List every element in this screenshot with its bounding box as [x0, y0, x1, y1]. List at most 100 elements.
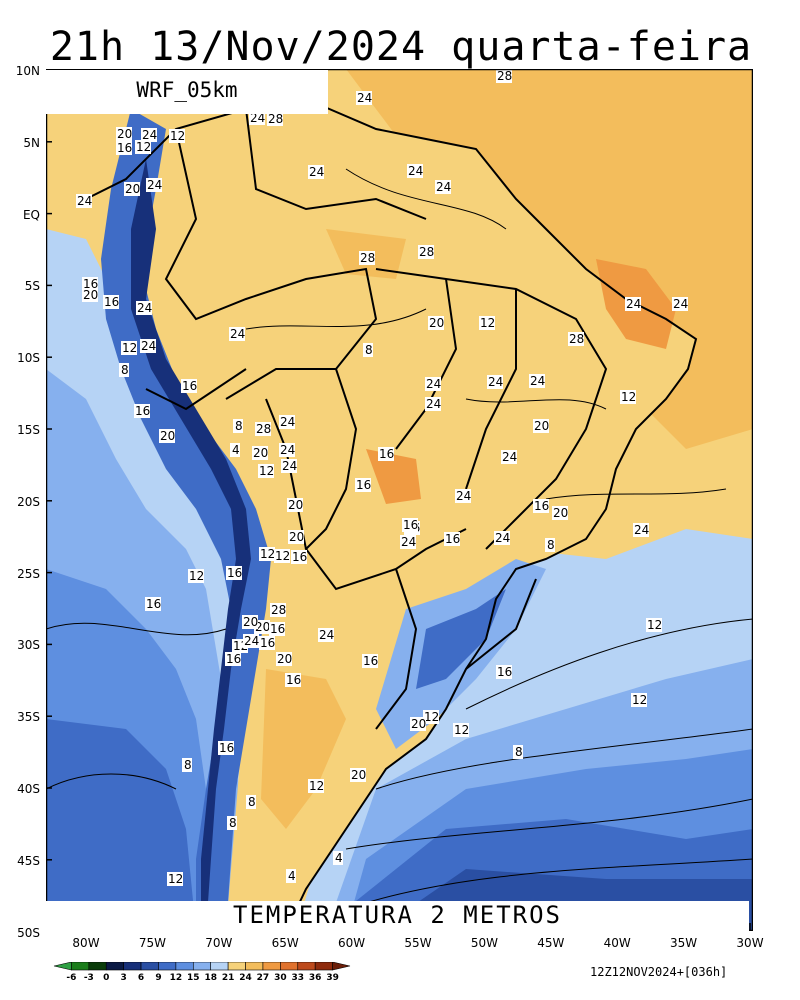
lat-tick: 40S: [17, 782, 40, 796]
contour-value-text: 16: [363, 654, 378, 668]
contour-value-text: 24: [77, 194, 92, 208]
contour-value-label: 24: [146, 178, 162, 192]
contour-value-label: 8: [246, 795, 256, 809]
contour-value-text: 24: [530, 374, 545, 388]
south-land-warm: [261, 669, 346, 829]
contour-value-text: 24: [244, 634, 259, 648]
colorbar-label: 36: [308, 973, 322, 983]
contour-value-label: 24: [356, 91, 372, 105]
colorbar-swatch: [53, 962, 72, 971]
contour-value-label: 20: [552, 506, 568, 520]
contour-value-text: 16: [534, 499, 549, 513]
contour-value-text: 8: [365, 343, 373, 357]
lat-tick: 30S: [17, 638, 40, 653]
colorbar-label: 9: [155, 973, 162, 983]
colorbar-swatch: [332, 962, 351, 971]
contour-value-text: 24: [280, 415, 295, 429]
contour-value-text: 12: [189, 569, 204, 583]
contour-value-label: 28: [496, 69, 512, 83]
run-info: 12Z12NOV2024+[036h]: [590, 965, 728, 979]
lon-tick: 40W: [603, 936, 631, 950]
lon-tick: 35W: [670, 936, 698, 950]
colorbar-label: 33: [291, 973, 305, 983]
contour-value-label: 20: [82, 288, 98, 302]
contour-value-label: 16: [145, 597, 161, 611]
contour-value-label: 16: [134, 404, 150, 418]
contour-value-text: 24: [230, 327, 245, 341]
contour-value-label: 12: [259, 547, 275, 561]
lat-tick: 50S: [17, 925, 40, 940]
colorbar-swatch: [105, 962, 124, 971]
colorbar-swatch: [280, 962, 299, 971]
lat-tick: 25S: [17, 566, 40, 581]
contour-value-label: 16: [226, 566, 242, 580]
contour-value-text: 20: [117, 127, 132, 141]
contour-value-label: 24: [243, 634, 259, 648]
colorbar-swatch: [175, 962, 194, 971]
contour-value-text: 16: [117, 141, 132, 155]
contour-value-text: 24: [488, 375, 503, 389]
colorbar-label: 30: [274, 973, 287, 983]
contour-value-label: 20: [254, 620, 270, 634]
lat-tick: 10N: [15, 64, 40, 78]
contour-value-text: 16: [497, 665, 512, 679]
contour-value-label: 24: [633, 523, 649, 537]
contour-value-label: 8: [182, 758, 192, 772]
contour-value-label: 8: [513, 745, 523, 759]
contour-value-label: 12: [188, 569, 204, 583]
contour-value-label: 24: [249, 111, 265, 125]
contour-value-label: 8: [227, 816, 237, 830]
contour-value-text: 8: [235, 419, 243, 433]
chart-title: 21h 13/Nov/2024 quarta-feira: [49, 24, 753, 70]
andes-core: [131, 159, 251, 931]
contour-value-text: 12: [275, 549, 290, 563]
contour-value-label: 12: [135, 140, 151, 154]
contour-value-label: 24: [625, 297, 641, 311]
contour-value-label: 24: [318, 628, 334, 642]
lat-tick: 20S: [17, 494, 40, 509]
contour-value-text: 24: [408, 164, 423, 178]
contour-value-label: 20: [533, 419, 549, 433]
contour-value-label: 24: [279, 443, 295, 457]
colorbar-label: 39: [326, 973, 339, 983]
contour-value-text: 8: [121, 363, 129, 377]
contour-value-label: 12: [121, 341, 137, 355]
contour-value-text: 16: [219, 741, 234, 755]
contour-value-text: 20: [243, 615, 258, 629]
contour-value-text: 24: [282, 459, 297, 473]
colorbar-label: 21: [221, 973, 235, 983]
contour-value-text: 12: [480, 316, 495, 330]
contour-value-text: 24: [495, 531, 510, 545]
contour-value-text: 12: [647, 618, 662, 632]
contour-value-label: 20: [124, 182, 140, 196]
contour-value-text: 24: [147, 178, 162, 192]
contour-value-label: 16: [269, 622, 285, 636]
contour-value-label: 24: [400, 535, 416, 549]
contour-value-text: 24: [250, 111, 265, 125]
contour-value-text: 16: [83, 277, 98, 291]
contour-value-label: 28: [255, 422, 271, 436]
contour-value-text: 12: [170, 129, 185, 143]
contour-value-text: 12: [309, 779, 324, 793]
contour-value-label: 12: [274, 549, 290, 563]
contour-value-label: 24: [279, 415, 295, 429]
lat-tick: 15S: [17, 423, 40, 437]
contour-value-text: 16: [227, 566, 242, 580]
contour-value-text: 20: [125, 182, 140, 196]
contour-value-label: 12: [423, 710, 439, 724]
colorbar-swatch: [158, 962, 177, 971]
contour-value-label: 16: [291, 550, 307, 564]
colorbar-swatch: [297, 962, 316, 971]
lon-tick: 45W: [537, 936, 565, 950]
contour-value-label: 12: [453, 723, 469, 737]
contour-value-label: 20: [159, 429, 175, 443]
colorbar-swatch: [210, 962, 229, 971]
contour-value-label: 16: [181, 379, 197, 393]
contour-value-text: 16: [146, 597, 161, 611]
colorbar: [53, 962, 351, 971]
contour-value-label: 12: [646, 618, 662, 632]
contour-value-text: 28: [360, 251, 375, 265]
contour-value-label: 24: [281, 459, 297, 473]
contour-value-text: 24: [426, 377, 441, 391]
